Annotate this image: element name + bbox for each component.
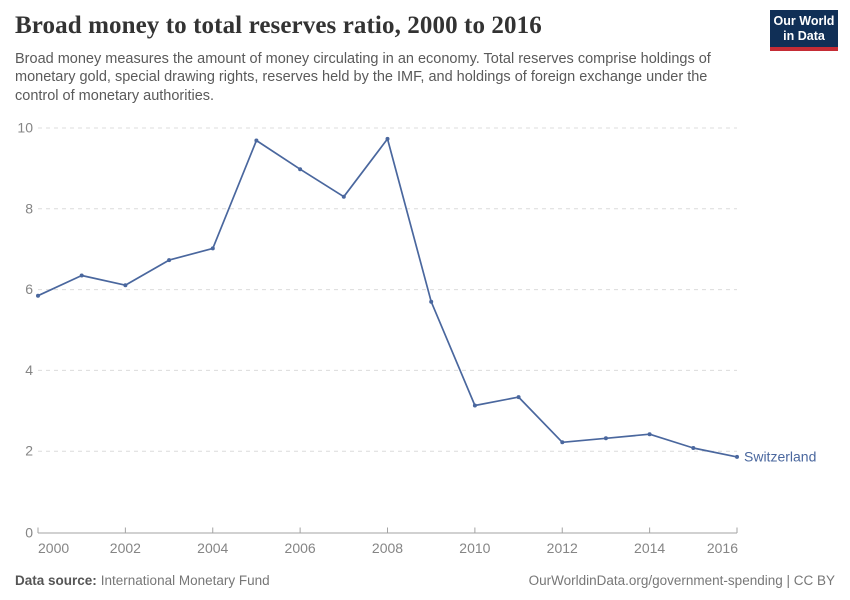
- data-point[interactable]: [79, 273, 84, 278]
- attribution-link[interactable]: OurWorldinData.org/government-spending |…: [528, 573, 835, 588]
- data-source: Data source: International Monetary Fund: [15, 573, 270, 588]
- data-point[interactable]: [341, 194, 346, 199]
- data-point[interactable]: [167, 258, 172, 263]
- data-source-label: Data source:: [15, 573, 97, 588]
- series-end-label: Switzerland: [744, 448, 816, 464]
- x-tick-label: 2010: [459, 540, 490, 556]
- data-point[interactable]: [735, 454, 739, 459]
- y-tick-label: 4: [25, 362, 33, 378]
- owid-logo[interactable]: Our World in Data: [770, 10, 838, 51]
- y-tick-label: 0: [25, 525, 33, 541]
- x-tick-label: 2004: [197, 540, 228, 556]
- data-point[interactable]: [516, 395, 521, 400]
- y-tick-label: 6: [25, 281, 33, 297]
- data-point[interactable]: [429, 299, 434, 304]
- data-source-value: International Monetary Fund: [100, 573, 270, 588]
- data-point[interactable]: [385, 136, 390, 141]
- data-point[interactable]: [123, 283, 128, 288]
- x-tick-label: 2016: [707, 540, 738, 556]
- data-point[interactable]: [691, 446, 696, 450]
- x-tick-label: 2006: [285, 540, 316, 556]
- data-point[interactable]: [298, 167, 303, 172]
- chart-subtitle: Broad money measures the amount of money…: [15, 51, 711, 104]
- data-point[interactable]: [647, 432, 652, 437]
- logo-line-1: Our World: [773, 13, 835, 28]
- data-point[interactable]: [603, 436, 608, 441]
- x-tick-label: 2014: [634, 540, 665, 556]
- data-point[interactable]: [560, 440, 565, 445]
- x-tick-label: 2000: [38, 540, 69, 556]
- x-tick-label: 2002: [110, 540, 141, 556]
- data-point[interactable]: [210, 246, 215, 251]
- series-line: [37, 138, 738, 458]
- data-point[interactable]: [472, 403, 477, 408]
- y-tick-label: 10: [17, 120, 33, 136]
- data-point[interactable]: [36, 293, 40, 298]
- data-point[interactable]: [254, 138, 259, 143]
- chart-footer: Data source: International Monetary Fund …: [15, 573, 835, 588]
- chart-title: Broad money to total reserves ratio, 200…: [15, 12, 542, 39]
- y-tick-label: 8: [25, 200, 33, 216]
- x-tick-label: 2008: [372, 540, 403, 556]
- x-tick-label: 2012: [547, 540, 578, 556]
- logo-line-2: in Data: [783, 28, 825, 43]
- y-tick-label: 2: [25, 443, 33, 459]
